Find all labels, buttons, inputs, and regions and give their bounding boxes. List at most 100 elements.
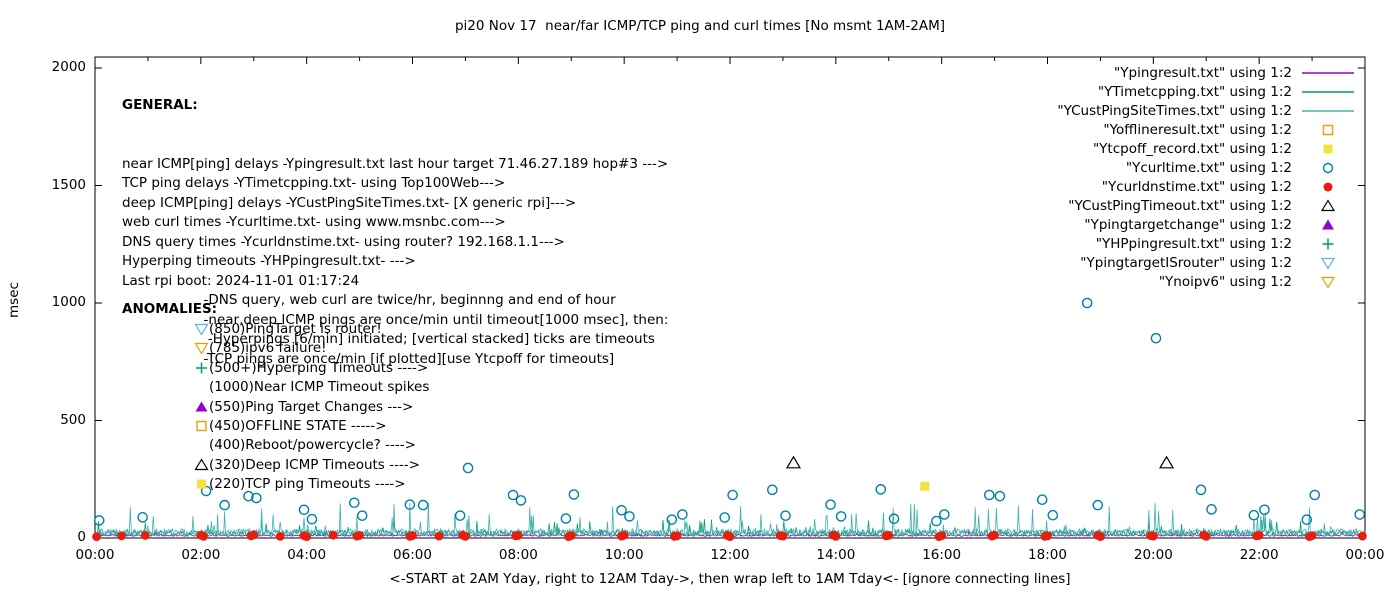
square-open-icon: [195, 420, 207, 432]
anomaly-row: (400)Reboot/powercycle? ---->: [193, 436, 429, 455]
Ycurltime-point: [93, 515, 105, 526]
Ycurldnstime-point: [328, 530, 338, 540]
Ycurldnstime-point: [249, 530, 259, 540]
Ycurldnstime-point: [1201, 531, 1211, 541]
legend-entry: "Yofflineresult.txt" using 1:2: [1103, 120, 1356, 139]
Ycurltime-point: [719, 512, 731, 523]
legend-label: "Yofflineresult.txt" using 1:2: [1103, 121, 1292, 138]
y-tick-label: 1000: [51, 294, 86, 310]
legend-symbol: [1300, 255, 1356, 271]
anomaly-row: (500+)Hyperping Timeouts ---->: [193, 358, 429, 377]
anomaly-label: (400)Reboot/powercycle? ---->: [209, 437, 416, 454]
Ycurltime-point: [1354, 509, 1366, 520]
series-Ycurltime: [93, 297, 1366, 527]
legend-symbol: [1300, 160, 1356, 176]
circle-filled-icon: [1323, 182, 1333, 191]
x-tick-label: 10:00: [604, 547, 644, 563]
legend: "Ypingresult.txt" using 1:2 "YTimetcpping…: [1057, 63, 1356, 291]
Ycurltime-point: [888, 513, 900, 525]
Ycurltime-point: [1036, 494, 1048, 505]
Ycurldnstime-point: [408, 531, 417, 541]
series-Ycurldnstime: [92, 530, 1367, 541]
Ycurltime-point: [1248, 509, 1260, 521]
line-icon: [1302, 109, 1354, 112]
triangle-filled-icon: [195, 401, 207, 412]
Ycurltime-point: [348, 497, 360, 509]
legend-label: "Ytcpoff_record.txt" using 1:2: [1092, 140, 1292, 157]
tridown-open-icon: [193, 343, 209, 356]
x-tick-label: 14:00: [816, 547, 856, 563]
legend-entry: "YCustPingSiteTimes.txt" using 1:2: [1057, 101, 1356, 120]
Ytcpoff_record-point: [920, 481, 930, 491]
triangle-filled-icon: [1322, 219, 1334, 229]
Ycurltime-point: [356, 510, 368, 521]
general-line: deep ICMP[ping] delays -YCustPingSiteTim…: [122, 194, 577, 211]
Ycurltime-point: [417, 499, 429, 511]
square-filled-icon: [1323, 144, 1333, 153]
x-axis-label: <-START at 2AM Yday, right to 12AM Tday-…: [389, 571, 1071, 587]
tridown-open-icon: [1320, 276, 1336, 289]
legend-symbol: [1300, 84, 1356, 100]
Ycurltime-point: [1047, 509, 1059, 521]
legend-label: "Ycurltime.txt" using 1:2: [1125, 159, 1292, 176]
legend-entry: "YHPpingresult.txt" using 1:2: [1096, 234, 1356, 253]
legend-label: "YpingtargetISrouter" using 1:2: [1080, 254, 1292, 271]
anomaly-icon: [193, 419, 209, 433]
legend-label: "YTimetcpping.txt" using 1:2: [1097, 83, 1292, 100]
Ycurltime-point: [1309, 489, 1321, 501]
legend-symbol: [1300, 198, 1356, 214]
Ycurltime-point: [666, 514, 678, 525]
anomaly-icon: [193, 361, 209, 375]
legend-entry: "Ynoipv6" using 1:2: [1159, 272, 1356, 291]
general-line: -TCP pings are once/min [if plotted][use…: [122, 350, 615, 367]
Ycurltime-point: [1206, 504, 1217, 515]
anomaly-label: (450)OFFLINE STATE ----->: [209, 418, 387, 435]
series-YCustPingTimeout: [785, 455, 1175, 469]
Ycurltime-point: [306, 513, 318, 525]
x-tick-label: 20:00: [1133, 547, 1173, 563]
Ycurltime-point: [454, 510, 466, 521]
Ycurltime-point: [994, 490, 1006, 502]
legend-symbol: [1300, 122, 1356, 138]
general-line: DNS query times -Ycurldnstime.txt- using…: [122, 233, 565, 250]
general-line: -Hyperpings [6/min] initiated; [vertical…: [122, 331, 655, 347]
Ycurltime-point: [677, 509, 688, 520]
square-open-icon: [1322, 124, 1334, 135]
legend-label: "Ycurldnstime.txt" using 1:2: [1101, 178, 1292, 195]
Ycurltime-point: [1092, 499, 1104, 511]
series-Ytcpoff_record: [920, 481, 930, 491]
x-tick-label: 00:00: [75, 547, 115, 563]
Ycurldnstime-point: [275, 531, 285, 541]
Ycurldnstime-point: [92, 532, 101, 541]
legend-symbol: [1300, 179, 1356, 195]
anomaly-icon: [193, 341, 209, 356]
general-lines: near ICMP[ping] delays -Ypingresult.txt …: [122, 155, 668, 370]
Ycurltime-point: [1195, 484, 1207, 496]
x-tick-label: 22:00: [1239, 547, 1279, 563]
legend-entry: "Ytcpoff_record.txt" using 1:2: [1093, 139, 1356, 158]
legend-symbol: [1300, 141, 1356, 157]
Ycurltime-point: [243, 490, 254, 502]
Ycurldnstime-point: [117, 531, 126, 541]
Ycurltime-point: [624, 511, 635, 522]
general-line: TCP ping delays -YTimetcpping.txt- using…: [122, 175, 506, 191]
Ycurltime-point: [137, 512, 148, 523]
Ycurltime-point: [875, 484, 887, 495]
legend-entry: "Ypingresult.txt" using 1:2: [1114, 63, 1356, 82]
line-icon: [1302, 90, 1354, 93]
Ycurldnstime-point: [619, 530, 629, 540]
anomaly-label: (850)PingTarget is router!: [209, 321, 382, 338]
Ycurldnstime-point: [140, 531, 150, 540]
Ycurldnstime-point: [672, 531, 682, 541]
x-tick-label: 12:00: [710, 547, 750, 563]
Ycurltime-point: [835, 511, 847, 522]
YCustPingTimeout-point: [785, 455, 802, 469]
Ycurltime-point: [616, 504, 627, 516]
Ycurltime-point: [825, 499, 836, 510]
x-tick-label: 00:00: [1345, 547, 1385, 563]
anomaly-icon: [193, 400, 209, 414]
legend-symbol: [1300, 103, 1356, 119]
general-line: Hyperping timeouts -YHPpingresult.txt- -…: [122, 253, 416, 269]
legend-entry: "Ypingtargetchange" using 1:2: [1084, 215, 1356, 234]
